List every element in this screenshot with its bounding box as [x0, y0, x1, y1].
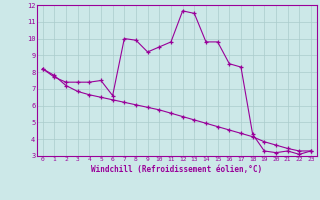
X-axis label: Windchill (Refroidissement éolien,°C): Windchill (Refroidissement éolien,°C): [91, 165, 262, 174]
